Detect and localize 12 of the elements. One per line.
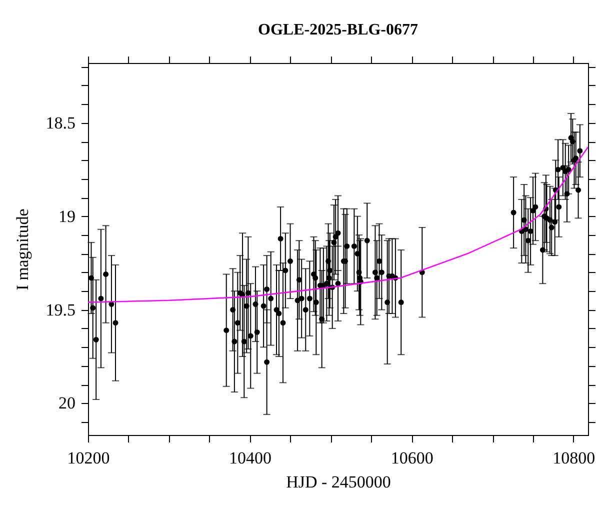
chart-title: OGLE-2025-BLG-0677 [258,22,418,38]
y-tick-label: 19 [58,206,76,226]
y-axis-title: I magnitude [12,208,32,290]
y-tick-label: 18.5 [46,113,76,132]
line-series [88,146,588,303]
x-axis-title: HJD - 2450000 [286,472,391,492]
x-tick-label: 10400 [229,448,272,468]
x-tick-label: 10800 [552,448,596,468]
x-tick-label: 10200 [67,448,110,468]
y-tick-label: 20 [58,394,76,413]
x-tick-label: 10600 [390,448,434,468]
y-tick-label: 19.5 [46,300,76,320]
